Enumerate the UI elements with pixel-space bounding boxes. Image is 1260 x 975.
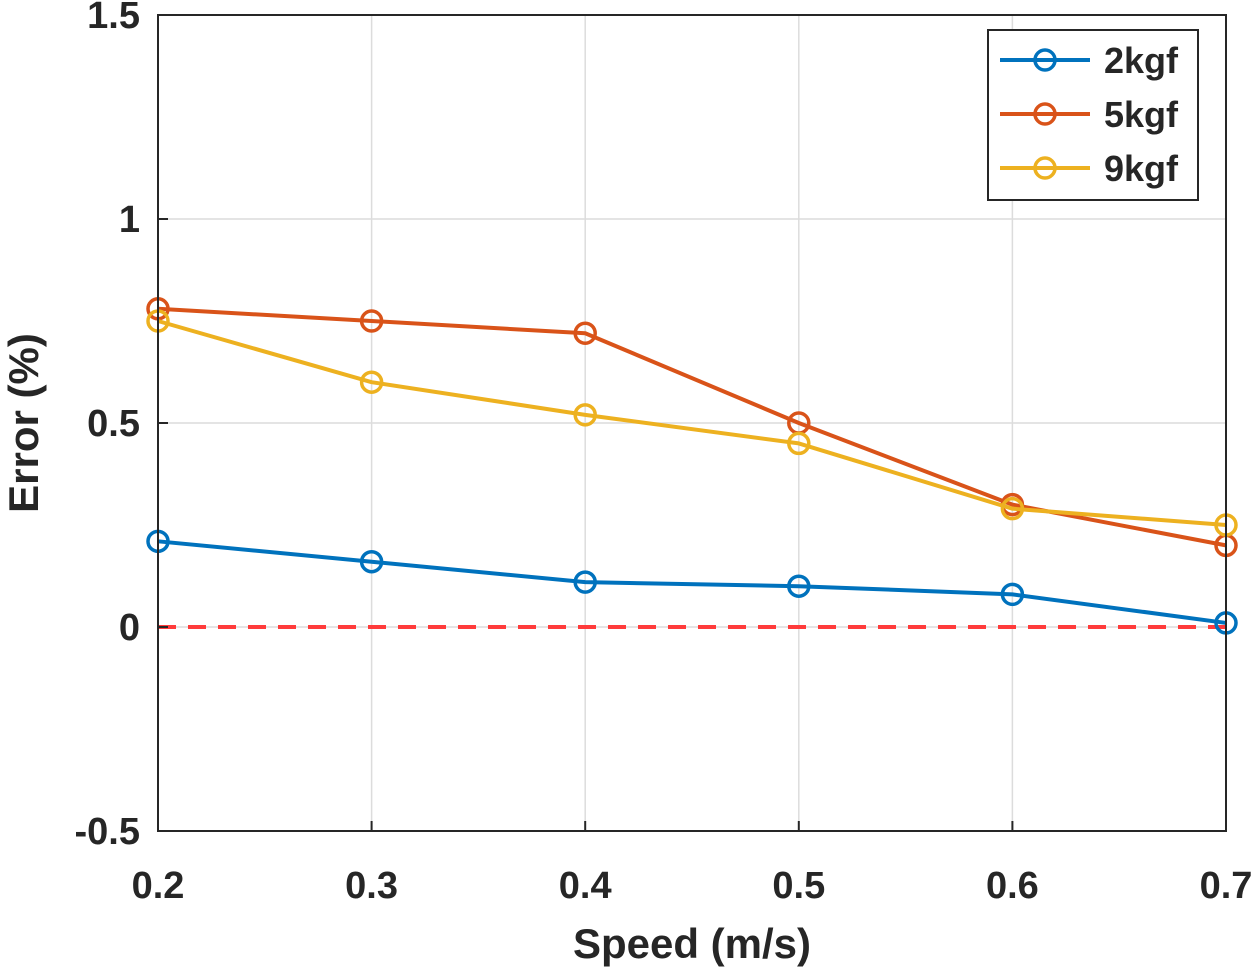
y-tick-label: 0.5 [87,403,140,445]
data-point [787,574,811,598]
x-tick-label: 0.6 [986,865,1039,907]
data-point [359,370,384,394]
x-tick-label: 0.7 [1200,865,1253,907]
series-line [157,539,1227,625]
x-tick-label: 0.2 [132,865,185,907]
x-tick-label: 0.4 [559,865,612,907]
y-tick-label: 1.5 [87,0,140,37]
data-point [359,309,384,333]
x-tick-label: 0.3 [345,865,398,907]
series-line [157,319,1227,527]
legend-swatch-marker [1033,156,1057,180]
legend: 2kgf 5kgf 9kgf [987,29,1199,201]
y-axis-title: Error (%) [0,333,47,513]
legend-entry: 9kgf [1000,148,1179,189]
legend-label: 9kgf [1104,148,1179,189]
x-tick-label: 0.5 [772,865,825,907]
data-point [1000,496,1025,521]
legend-entry: 2kgf [1000,40,1179,81]
data-point [573,570,597,594]
legend-label: 2kgf [1104,40,1179,81]
legend-entry: 5kgf [1000,94,1179,135]
legend-swatch-marker [1033,48,1057,72]
y-tick-label: 0 [119,607,140,649]
data-point [573,403,597,427]
data-point [787,431,811,456]
data-point [1000,582,1025,607]
data-point [359,549,384,574]
data-point [573,321,597,345]
x-axis-title: Speed (m/s) [573,920,811,967]
y-tick-label: 1 [119,199,140,241]
y-tick-label: -0.5 [75,811,140,853]
legend-swatch-marker [1033,102,1057,126]
ticks: 0.2 0.3 0.4 0.5 0.6 0.7 -0.5 0 0.5 1 1.5 [75,0,1253,907]
legend-label: 5kgf [1104,94,1179,135]
